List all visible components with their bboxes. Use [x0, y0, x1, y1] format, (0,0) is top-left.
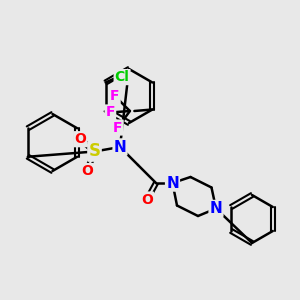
Text: F: F	[113, 121, 123, 134]
Text: N: N	[166, 176, 179, 190]
Text: N: N	[210, 201, 222, 216]
Text: F: F	[106, 106, 115, 119]
Text: N: N	[114, 140, 126, 154]
Text: Cl: Cl	[115, 70, 130, 84]
Text: S: S	[88, 142, 101, 160]
Text: O: O	[141, 193, 153, 206]
Text: O: O	[74, 132, 86, 146]
Text: O: O	[81, 164, 93, 178]
Text: F: F	[110, 89, 120, 103]
